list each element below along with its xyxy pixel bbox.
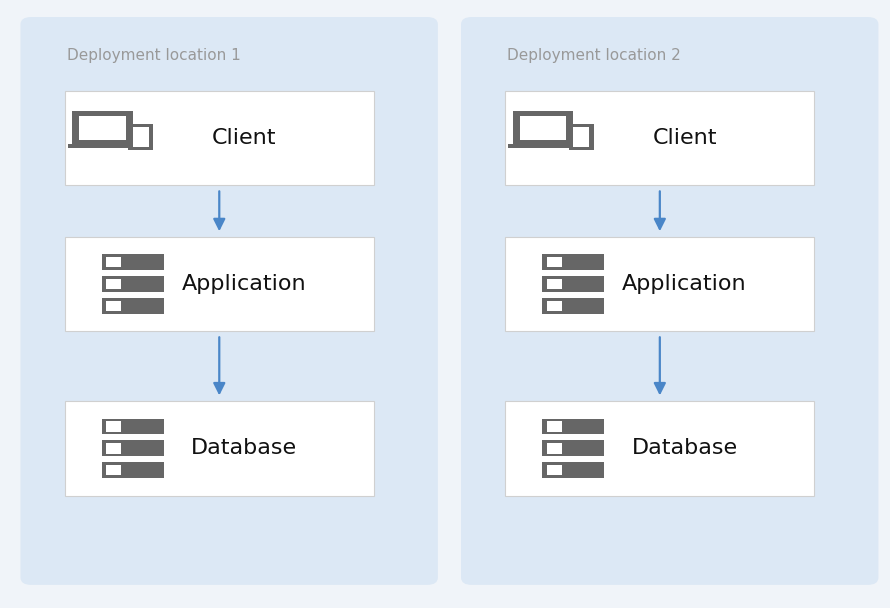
- Text: Deployment location 1: Deployment location 1: [67, 48, 240, 63]
- FancyBboxPatch shape: [68, 145, 137, 148]
- Text: Client: Client: [652, 128, 716, 148]
- FancyBboxPatch shape: [133, 127, 149, 148]
- FancyBboxPatch shape: [106, 421, 121, 432]
- FancyBboxPatch shape: [546, 421, 562, 432]
- FancyBboxPatch shape: [542, 276, 604, 292]
- FancyBboxPatch shape: [542, 418, 604, 434]
- FancyBboxPatch shape: [106, 301, 121, 311]
- FancyBboxPatch shape: [573, 127, 589, 148]
- FancyBboxPatch shape: [506, 91, 814, 185]
- FancyBboxPatch shape: [520, 111, 566, 140]
- Text: Database: Database: [632, 438, 738, 458]
- FancyBboxPatch shape: [106, 465, 121, 475]
- FancyBboxPatch shape: [101, 254, 164, 271]
- FancyBboxPatch shape: [72, 111, 133, 145]
- FancyBboxPatch shape: [542, 254, 604, 271]
- FancyBboxPatch shape: [79, 111, 125, 140]
- FancyBboxPatch shape: [569, 124, 594, 151]
- FancyBboxPatch shape: [65, 237, 374, 331]
- FancyBboxPatch shape: [546, 257, 562, 268]
- FancyBboxPatch shape: [546, 279, 562, 289]
- FancyBboxPatch shape: [65, 401, 374, 496]
- FancyBboxPatch shape: [106, 279, 121, 289]
- FancyBboxPatch shape: [101, 418, 164, 434]
- FancyBboxPatch shape: [546, 301, 562, 311]
- Text: Application: Application: [182, 274, 306, 294]
- FancyBboxPatch shape: [65, 91, 374, 185]
- FancyBboxPatch shape: [546, 465, 562, 475]
- FancyBboxPatch shape: [542, 440, 604, 456]
- FancyBboxPatch shape: [461, 17, 878, 585]
- FancyBboxPatch shape: [506, 401, 814, 496]
- FancyBboxPatch shape: [513, 111, 573, 145]
- Text: Deployment location 2: Deployment location 2: [507, 48, 681, 63]
- FancyBboxPatch shape: [106, 443, 121, 454]
- Text: Database: Database: [191, 438, 297, 458]
- Text: Client: Client: [212, 128, 276, 148]
- FancyBboxPatch shape: [101, 276, 164, 292]
- FancyBboxPatch shape: [106, 257, 121, 268]
- FancyBboxPatch shape: [101, 462, 164, 478]
- FancyBboxPatch shape: [508, 145, 578, 148]
- FancyBboxPatch shape: [101, 299, 164, 314]
- FancyBboxPatch shape: [128, 124, 153, 151]
- Text: Application: Application: [622, 274, 747, 294]
- FancyBboxPatch shape: [20, 17, 438, 585]
- FancyBboxPatch shape: [542, 299, 604, 314]
- FancyBboxPatch shape: [101, 440, 164, 456]
- FancyBboxPatch shape: [513, 111, 573, 116]
- FancyBboxPatch shape: [546, 443, 562, 454]
- FancyBboxPatch shape: [506, 237, 814, 331]
- FancyBboxPatch shape: [542, 462, 604, 478]
- FancyBboxPatch shape: [72, 111, 133, 116]
